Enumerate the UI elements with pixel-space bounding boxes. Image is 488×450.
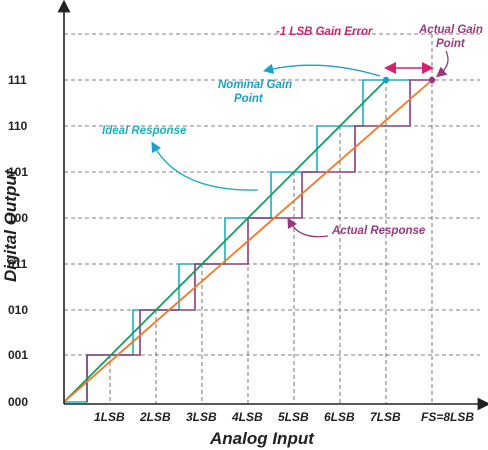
actual-response-line: [63, 79, 433, 403]
y-tick-label: 111: [8, 73, 27, 87]
y-tick-label: 101: [8, 165, 28, 179]
actual-gain-point-marker: [428, 76, 436, 84]
y-tick-label: 100: [8, 211, 28, 225]
y-tick-labels: 000 001 010 011 100 101 110 111: [8, 73, 28, 409]
x-axis-title: Analog Input: [209, 429, 315, 448]
y-tick-label: 001: [8, 348, 28, 362]
actual-response-label: Actual Response: [331, 225, 426, 237]
actual-gain-point-annotation: Actual Gain Point: [418, 24, 483, 78]
x-tick-label: 4LSB: [231, 410, 263, 424]
gain-error-label: -1 LSB Gain Error: [276, 26, 373, 38]
ideal-response-label: Ideal Response: [102, 125, 187, 137]
actual-response-annotation: Actual Response: [287, 217, 426, 238]
vertical-gridlines: [109, 34, 433, 404]
nominal-gain-point-arrow: [262, 63, 381, 77]
x-tick-label: 5LSB: [278, 410, 309, 424]
x-tick-label: 2LSB: [139, 410, 171, 424]
x-tick-label: 1LSB: [94, 410, 125, 424]
x-tick-label: 6LSB: [324, 410, 355, 424]
nominal-gain-point-label-line2: Point: [234, 93, 264, 105]
nominal-gain-point-annotation: Nominal Gain Point: [218, 63, 381, 105]
nominal-gain-point-label-line1: Nominal Gain: [218, 79, 292, 91]
y-tick-label: 010: [8, 303, 28, 317]
actual-gain-point-label-line1: Actual Gain: [418, 24, 483, 36]
y-tick-label: 000: [8, 395, 28, 409]
ideal-response-arrow: [151, 141, 259, 191]
y-tick-label: 011: [8, 257, 28, 271]
actual-response-arrow: [287, 217, 329, 238]
x-tick-label: FS=8LSB: [421, 410, 474, 424]
y-tick-label: 110: [8, 119, 28, 133]
ideal-response-line: [63, 79, 387, 403]
x-tick-label: 7LSB: [370, 410, 401, 424]
actual-gain-point-arrow: [436, 50, 449, 78]
x-tick-labels: 1LSB 2LSB 3LSB 4LSB 5LSB 6LSB 7LSB FS=8L…: [94, 410, 474, 424]
gain-error-annotation: -1 LSB Gain Error: [276, 26, 434, 74]
x-tick-label: 3LSB: [186, 410, 217, 424]
nominal-gain-point-marker: [382, 76, 390, 84]
y-axis-title: Digital Output: [1, 168, 20, 282]
actual-gain-point-label-line2: Point: [436, 38, 466, 50]
ideal-response-annotation: Ideal Response: [102, 125, 259, 191]
